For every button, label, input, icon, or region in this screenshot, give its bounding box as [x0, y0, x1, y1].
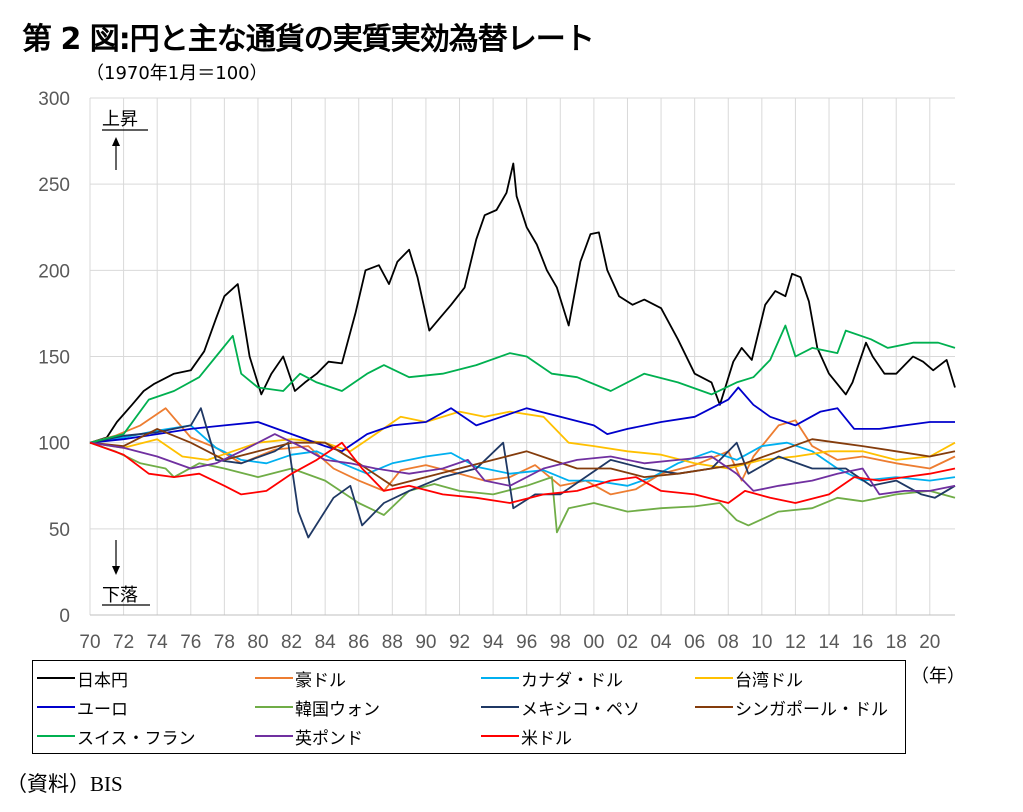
legend-item: シンガポール・ドル [695, 693, 888, 721]
x-tick-label: 72 [113, 632, 134, 653]
series-line-3 [89, 410, 956, 470]
series-line-4 [89, 386, 955, 453]
legend-item: 日本円 [37, 664, 128, 692]
legend-label: スイス・フラン [77, 728, 196, 749]
legend-swatch [37, 677, 75, 679]
series-line-8 [89, 324, 956, 444]
up-arrow-icon [112, 137, 120, 170]
x-tick-label: 86 [348, 632, 369, 653]
x-tick-label: 70 [79, 632, 100, 653]
y-tick-label: 300 [38, 89, 70, 110]
legend-item: メキシコ・ペソ [481, 693, 640, 721]
x-tick-label: 00 [583, 632, 604, 653]
series-line-6 [89, 407, 956, 539]
y-tick-label: 250 [38, 175, 70, 196]
legend-item: 英ポンド [255, 722, 363, 750]
down-arrow-icon [112, 540, 120, 575]
legend-label: カナダ・ドル [521, 670, 623, 691]
legend-item: ユーロ [37, 693, 128, 721]
legend-swatch [255, 735, 293, 737]
legend-item: 米ドル [481, 722, 572, 750]
x-tick-label: 20 [919, 632, 940, 653]
x-tick-label: 04 [650, 632, 672, 653]
legend-swatch [37, 706, 75, 708]
series-line-7 [89, 427, 956, 487]
legend-swatch [481, 677, 519, 679]
legend-swatch [695, 706, 733, 708]
y-tick-label: 200 [38, 261, 70, 282]
x-tick-label: 18 [886, 632, 907, 653]
y-axis-unit-label: （1970年1月＝100） [86, 63, 268, 84]
series-line-9 [89, 433, 956, 496]
legend-swatch [481, 735, 519, 737]
x-tick-label: 92 [449, 632, 470, 653]
series-line-10 [89, 441, 956, 504]
x-tick-label: 82 [281, 632, 302, 653]
x-tick-label: 90 [415, 632, 436, 653]
legend-label: 米ドル [521, 728, 572, 749]
y-tick-label: 0 [59, 606, 70, 627]
x-tick-label: 12 [785, 632, 806, 653]
x-tick-label: 02 [617, 632, 638, 653]
series-line-2 [89, 424, 956, 487]
series-line-0 [89, 162, 956, 444]
x-tick-label: 16 [852, 632, 873, 653]
y-tick-label: 100 [38, 434, 70, 455]
legend-swatch [37, 735, 75, 737]
legend-label: 台湾ドル [735, 670, 803, 691]
legend-label: ユーロ [77, 699, 128, 720]
y-tick-label: 150 [38, 348, 70, 369]
legend-label: シンガポール・ドル [735, 699, 888, 720]
legend-item: 台湾ドル [695, 664, 803, 692]
x-tick-label: 10 [751, 632, 772, 653]
down-label: 下落 [102, 585, 138, 606]
legend-swatch [695, 677, 733, 679]
x-tick-label: 08 [718, 632, 739, 653]
x-tick-label: 74 [147, 632, 169, 653]
chart-title: 第 2 図:円と主な通貨の実質実効為替レート [22, 22, 595, 57]
legend-label: 豪ドル [295, 670, 346, 691]
x-tick-label: 80 [247, 632, 268, 653]
legend-label: メキシコ・ペソ [521, 699, 640, 720]
source-note: （資料）BIS [6, 772, 123, 796]
x-tick-label: 98 [550, 632, 571, 653]
x-tick-label: 84 [315, 632, 337, 653]
up-label: 上昇 [102, 109, 138, 130]
legend: 日本円 豪ドル カナダ・ドル 台湾ドルユーロ 韓国ウォン メキシコ・ペソ シンガポール・ドル… [32, 660, 906, 754]
legend-label: 英ポンド [295, 728, 363, 749]
series-line-5 [89, 441, 956, 534]
x-tick-label: 88 [382, 632, 403, 653]
legend-swatch [481, 706, 519, 708]
x-tick-label: 76 [180, 632, 201, 653]
x-tick-label: 14 [818, 632, 840, 653]
x-tick-label: 96 [516, 632, 537, 653]
x-tick-label: 94 [483, 632, 505, 653]
chart-svg: 0 50 100 150 200 250 300 70 72 74 76 78 80 82 84 86 88 9… [38, 63, 956, 653]
legend-item: スイス・フラン [37, 722, 196, 750]
x-tick-label: 06 [684, 632, 705, 653]
legend-item: 豪ドル [255, 664, 346, 692]
legend-item: カナダ・ドル [481, 664, 623, 692]
x-tick-label: 78 [214, 632, 235, 653]
legend-label: 日本円 [77, 670, 128, 691]
x-axis-unit-label: （年） [911, 666, 965, 687]
y-tick-label: 50 [49, 520, 70, 541]
legend-label: 韓国ウォン [295, 699, 380, 720]
legend-swatch [255, 677, 293, 679]
legend-swatch [255, 706, 293, 708]
legend-item: 韓国ウォン [255, 693, 380, 721]
